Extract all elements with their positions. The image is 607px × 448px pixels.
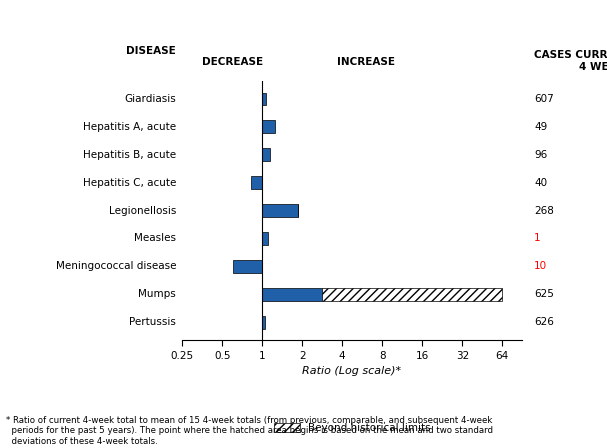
Text: Hepatitis C, acute: Hepatitis C, acute (83, 177, 176, 188)
Bar (232, 260, 262, 273)
Text: Giardiasis: Giardiasis (124, 94, 176, 104)
Bar (262, 121, 275, 133)
Text: 268: 268 (534, 206, 554, 215)
Text: Pertussis: Pertussis (129, 317, 176, 327)
Text: Measles: Measles (134, 233, 176, 244)
Bar (262, 148, 270, 161)
Bar (251, 177, 262, 189)
Text: 626: 626 (534, 317, 554, 327)
Bar (262, 316, 265, 328)
Bar (262, 288, 322, 301)
Text: Mumps: Mumps (138, 289, 176, 299)
X-axis label: Ratio (Log scale)*: Ratio (Log scale)* (302, 366, 402, 376)
Bar (262, 204, 297, 217)
Text: 40: 40 (534, 177, 548, 188)
Bar (262, 93, 265, 105)
Text: INCREASE: INCREASE (337, 57, 395, 67)
Text: Hepatitis B, acute: Hepatitis B, acute (83, 150, 176, 159)
Text: 10: 10 (534, 262, 548, 271)
Text: DISEASE: DISEASE (126, 46, 176, 56)
Text: CASES CURRENT
4 WEEKS: CASES CURRENT 4 WEEKS (534, 50, 607, 72)
Text: 49: 49 (534, 122, 548, 132)
Text: 625: 625 (534, 289, 554, 299)
Text: 1: 1 (534, 233, 541, 244)
Text: 96: 96 (534, 150, 548, 159)
Text: Meningococcal disease: Meningococcal disease (55, 262, 176, 271)
Text: Legionellosis: Legionellosis (109, 206, 176, 215)
Text: * Ratio of current 4-week total to mean of 15 4-week totals (from previous, comp: * Ratio of current 4-week total to mean … (6, 416, 493, 446)
Legend: Beyond historical limits: Beyond historical limits (270, 418, 435, 437)
Text: DECREASE: DECREASE (202, 57, 263, 67)
Text: 607: 607 (534, 94, 554, 104)
Text: Hepatitis A, acute: Hepatitis A, acute (83, 122, 176, 132)
Bar (322, 288, 503, 301)
Bar (262, 232, 268, 245)
